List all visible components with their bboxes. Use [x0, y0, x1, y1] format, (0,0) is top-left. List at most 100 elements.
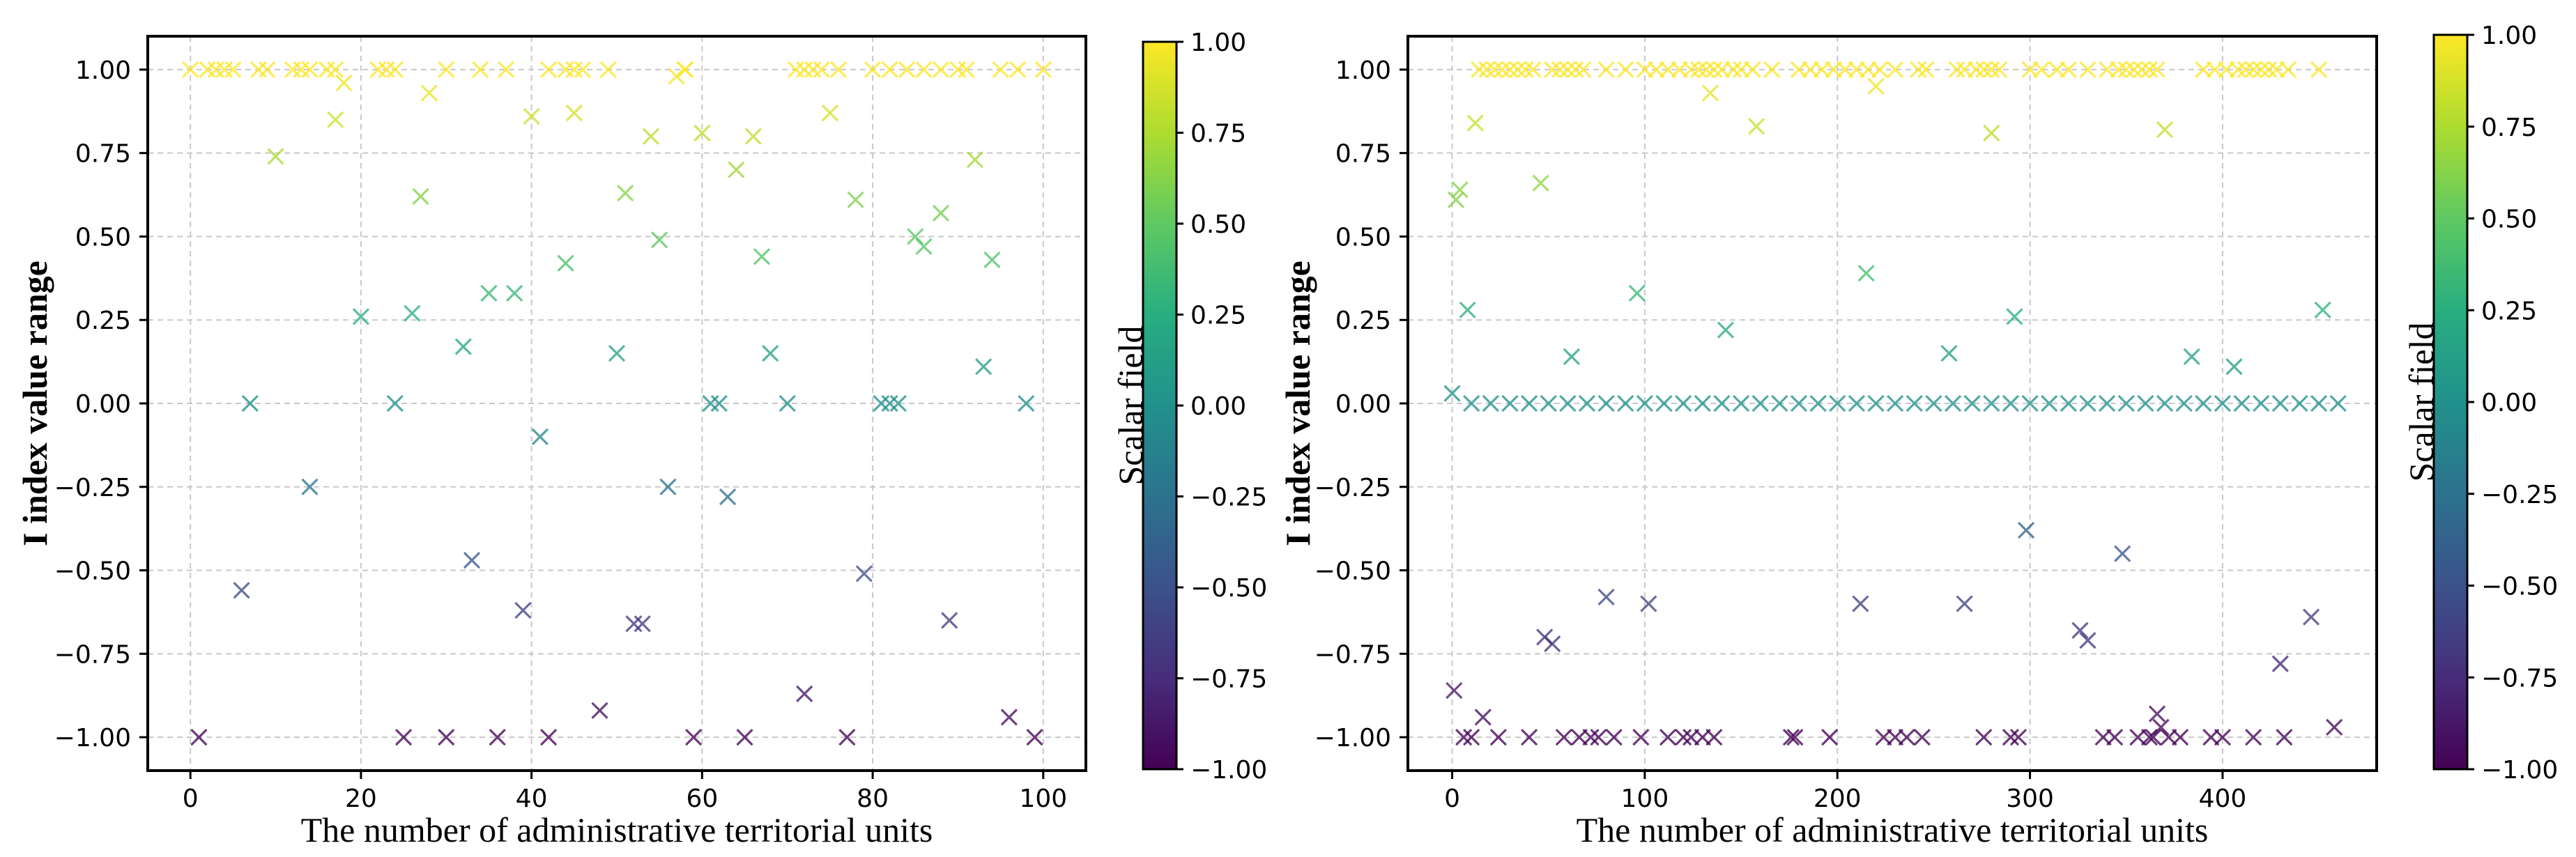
data-point [1597, 394, 1615, 412]
data-point [1532, 174, 1549, 192]
colorbar-tick-label: −0.75 [1190, 665, 1267, 694]
data-point [2060, 61, 2077, 79]
data-point [472, 61, 489, 79]
data-point [1925, 394, 1942, 412]
colorbar-label: Scalar field [2402, 322, 2441, 481]
data-point [838, 728, 856, 746]
data-point [1582, 728, 1600, 746]
data-point [1724, 61, 1742, 79]
data-point [250, 61, 268, 79]
data-point [1694, 394, 1711, 412]
data-point [1744, 61, 1761, 79]
data-point [497, 61, 515, 79]
data-point [2156, 394, 2174, 412]
x-tick-label: 20 [345, 785, 377, 813]
data-point [975, 358, 992, 376]
data-point [719, 488, 737, 506]
colorbar-label: Scalar field [1111, 325, 1150, 485]
data-point [684, 728, 703, 746]
data-point [958, 61, 975, 79]
data-point [676, 61, 694, 79]
data-point [1026, 728, 1043, 746]
data-point [182, 61, 199, 79]
data-point [2314, 301, 2331, 318]
data-point [1605, 728, 1623, 746]
data-point [1482, 394, 1499, 412]
data-point [1463, 728, 1480, 746]
data-point [1567, 61, 1584, 79]
data-point [1809, 394, 1827, 412]
data-point [369, 61, 387, 79]
data-point [1790, 394, 1808, 412]
data-point [514, 601, 532, 619]
data-point [1940, 345, 1958, 362]
data-point [1829, 394, 1846, 412]
data-point [796, 685, 813, 702]
colorbar-tick-label: −1.00 [1190, 756, 1267, 785]
gridlines [148, 36, 1086, 771]
data-point [327, 111, 344, 128]
data-point [2137, 394, 2154, 412]
data-point [523, 107, 540, 125]
data-point [378, 61, 395, 79]
data-point [2017, 521, 2035, 539]
data-point [404, 304, 421, 322]
data-point [1574, 61, 1592, 79]
y-tick-label: −0.50 [54, 557, 131, 586]
data-point [2175, 394, 2193, 412]
data-point [2245, 61, 2262, 79]
data-point [1852, 595, 1869, 612]
colorbar: −1.00 −0.75 −0.50 −0.25 0.00 0.25 0.50 0.75 1.00… [2402, 22, 2558, 785]
data-point [531, 428, 549, 446]
data-point [1451, 181, 1469, 199]
data-point [241, 394, 259, 412]
y-tick-label: 0.75 [75, 140, 131, 169]
data-point [233, 582, 250, 599]
data-point [1705, 728, 1723, 746]
data-point [2245, 728, 2262, 746]
data-point [1540, 394, 1557, 412]
colorbar-tick-label: 0.75 [2481, 114, 2537, 142]
y-tick-label: −0.75 [1314, 640, 1391, 669]
data-point [796, 61, 813, 79]
data-point [2071, 621, 2089, 639]
data-point [2253, 394, 2270, 412]
colorbar-tick-label: 0.00 [2481, 389, 2537, 417]
data-point [1913, 728, 1931, 746]
y-axis-ticks: −1.00 −0.75 −0.50 −0.25 0.00 0.25 0.50 0.75 1.00 [1314, 56, 1408, 752]
data-point [1034, 61, 1052, 79]
data-point [966, 151, 984, 169]
colorbar-tick-label: 0.25 [1190, 302, 1246, 330]
colorbar-tick-label: 0.75 [1190, 120, 1246, 148]
data-point [2110, 61, 2127, 79]
data-point [1917, 61, 1935, 79]
data-point [2302, 608, 2320, 626]
y-tick-label: 0.25 [75, 307, 131, 335]
data-point [1597, 61, 1615, 79]
gridlines [1408, 36, 2377, 771]
data-point [1655, 394, 1673, 412]
data-point [1520, 728, 1538, 746]
data-point [873, 394, 890, 412]
data-point [855, 565, 873, 582]
data-point [1478, 61, 1496, 79]
data-point [2271, 655, 2289, 672]
data-point [335, 74, 353, 92]
data-point [1871, 61, 1889, 79]
data-point [2237, 61, 2255, 79]
data-point [898, 61, 916, 79]
data-point [293, 61, 310, 79]
colorbar-gradient [1142, 40, 1178, 771]
data-point [804, 61, 822, 79]
x-tick-label: 60 [686, 785, 718, 813]
colorbar-tick-label: 0.50 [2481, 206, 2537, 234]
colorbar-tick-label: −1.00 [2481, 756, 2558, 785]
data-point [2171, 728, 2189, 746]
data-point [2329, 394, 2347, 412]
data-point [2253, 61, 2270, 79]
data-point [2183, 348, 2200, 366]
data-point [1632, 728, 1650, 746]
data-point [2098, 394, 2116, 412]
data-point [941, 612, 958, 629]
